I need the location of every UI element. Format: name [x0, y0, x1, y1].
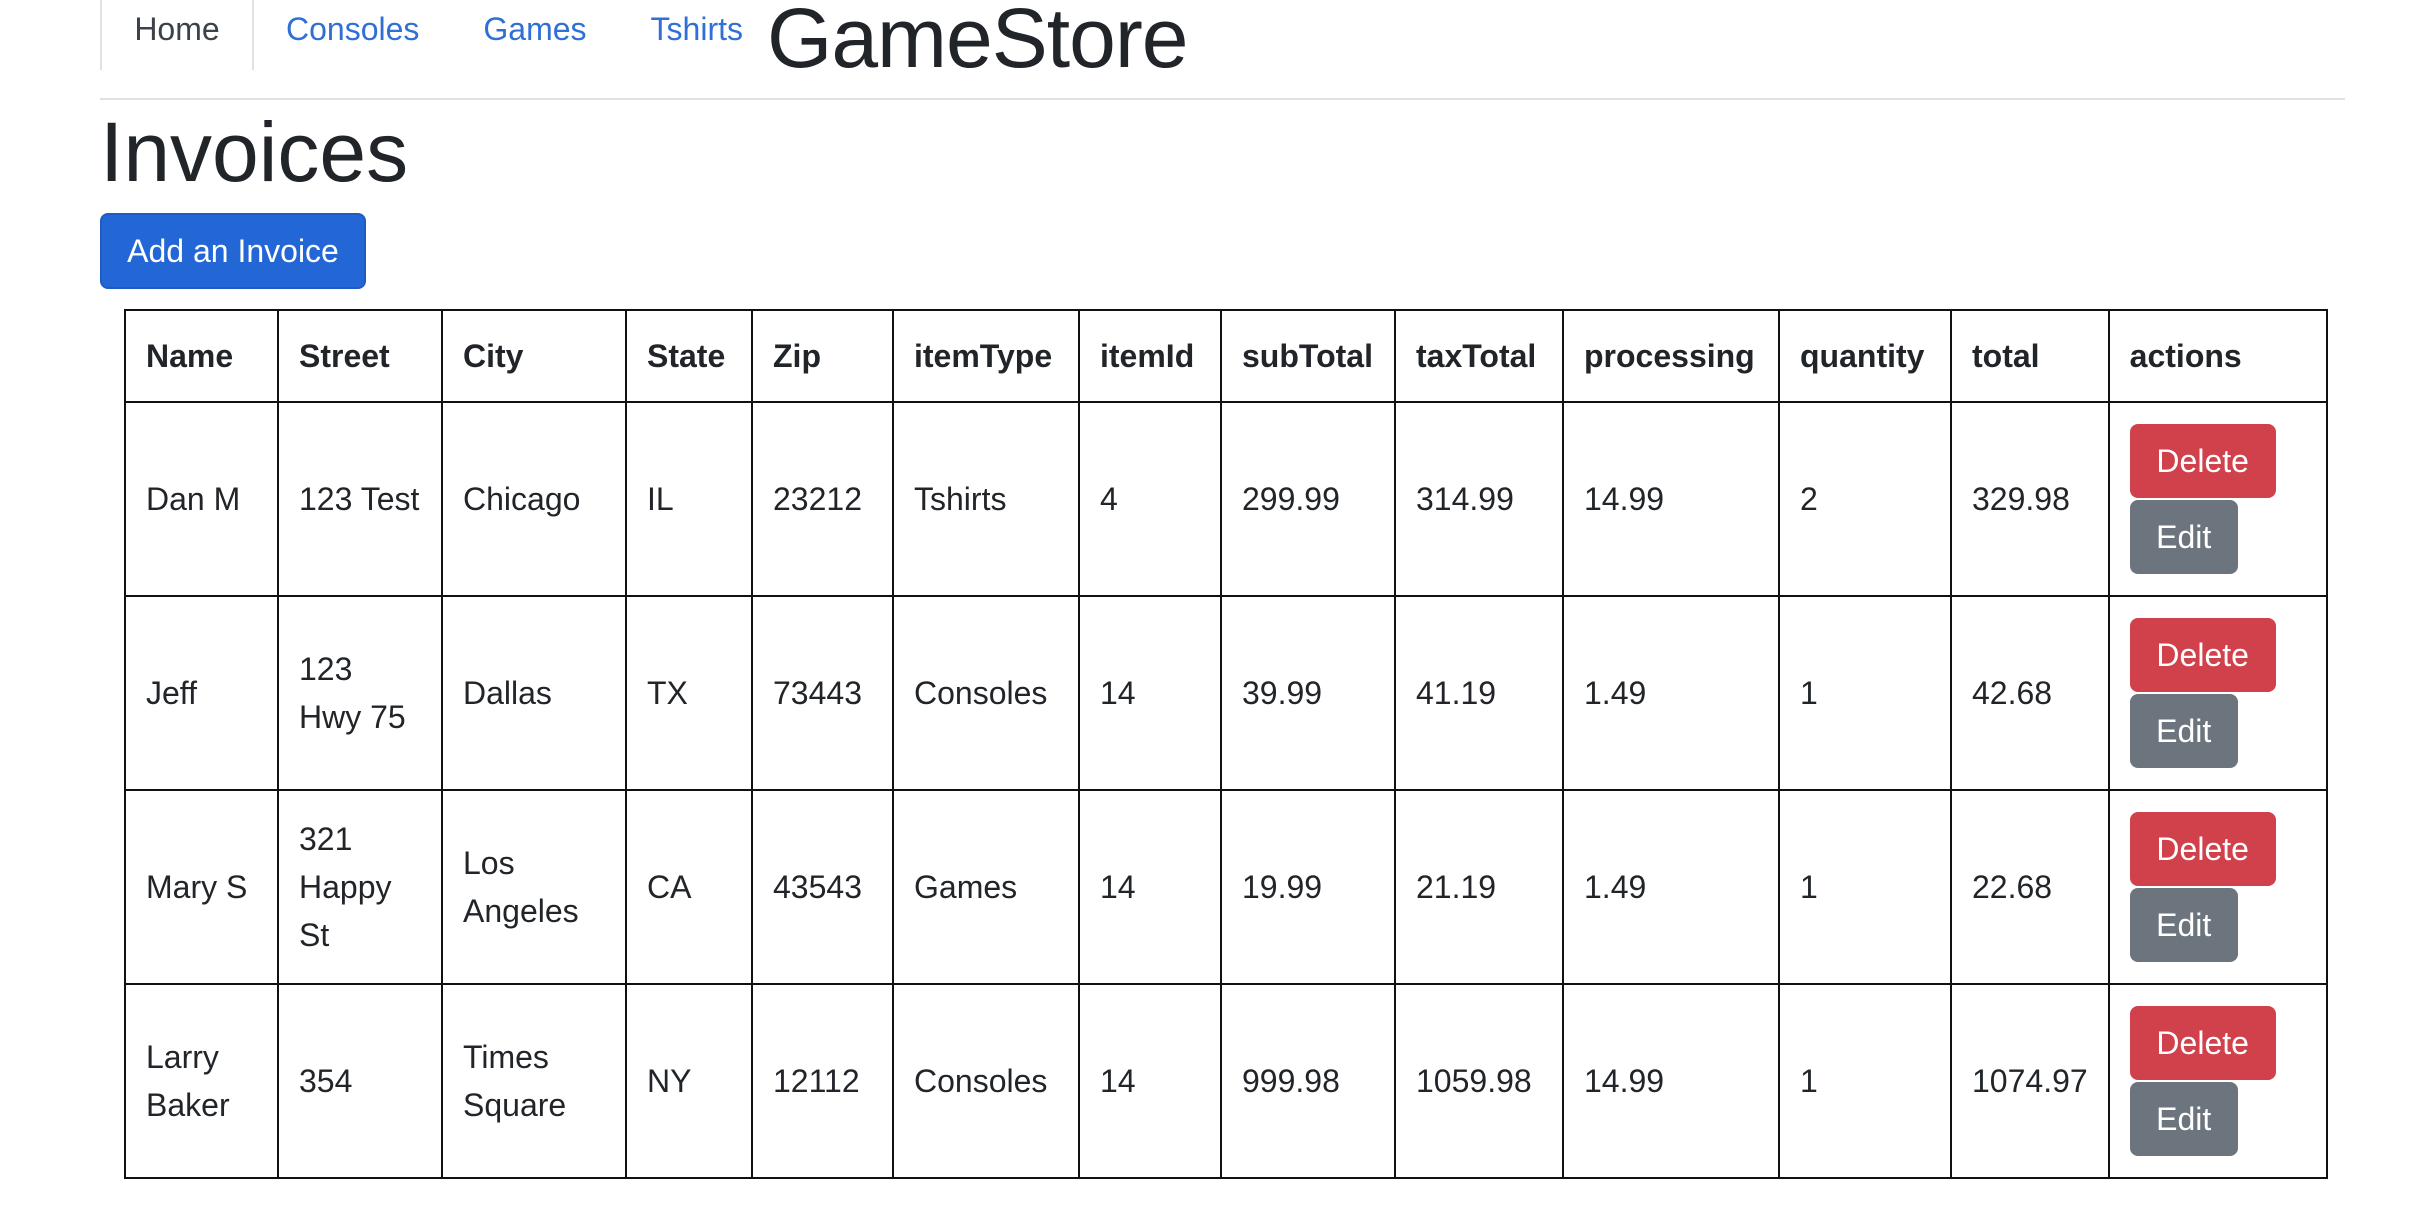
cell-state: IL [625, 401, 753, 597]
cell-state: CA [625, 789, 753, 985]
tab-home[interactable]: Home [100, 0, 254, 70]
edit-button[interactable]: Edit [2129, 1082, 2238, 1156]
cell-item-id: 14 [1078, 595, 1222, 791]
cell-processing: 1.49 [1562, 789, 1780, 985]
delete-button[interactable]: Delete [2129, 424, 2276, 498]
column-header-city: City [441, 309, 627, 403]
column-header-street: Street [277, 309, 443, 403]
tab-consoles[interactable]: Consoles [286, 11, 420, 47]
cell-subtotal: 999.98 [1220, 983, 1396, 1179]
column-header-actions: actions [2107, 309, 2328, 403]
cell-tax-total: 21.19 [1394, 789, 1564, 985]
cell-item-type: Consoles [892, 595, 1080, 791]
column-header-item-type: itemType [892, 309, 1080, 403]
edit-button[interactable]: Edit [2129, 694, 2238, 768]
tab-games[interactable]: Games [483, 11, 587, 47]
cell-total: 329.98 [1950, 401, 2110, 597]
column-header-processing: processing [1562, 309, 1780, 403]
cell-item-type: Tshirts [892, 401, 1080, 597]
invoices-table: Name Street City State Zip itemType item… [124, 309, 2328, 1179]
cell-street: 321 Happy St [277, 789, 443, 985]
cell-street: 123 Test [277, 401, 443, 597]
edit-button[interactable]: Edit [2129, 888, 2238, 962]
cell-name: Larry Baker [124, 983, 279, 1179]
cell-processing: 14.99 [1562, 983, 1780, 1179]
table-header-row: Name Street City State Zip itemType item… [124, 309, 2328, 403]
page-title: Invoices [100, 105, 409, 199]
cell-processing: 14.99 [1562, 401, 1780, 597]
cell-actions: Delete Edit [2107, 401, 2328, 597]
top-nav: Home Consoles Games Tshirts GameStore [100, 0, 2345, 100]
cell-item-id: 4 [1078, 401, 1222, 597]
cell-tax-total: 1059.98 [1394, 983, 1564, 1179]
cell-city: Los Angeles [441, 789, 627, 985]
cell-zip: 12112 [751, 983, 894, 1179]
cell-city: Times Square [441, 983, 627, 1179]
delete-button[interactable]: Delete [2129, 618, 2276, 692]
cell-quantity: 1 [1778, 789, 1952, 985]
cell-name: Mary S [124, 789, 279, 985]
brand-title: GameStore [767, 0, 1189, 85]
cell-zip: 43543 [751, 789, 894, 985]
cell-item-type: Consoles [892, 983, 1080, 1179]
column-header-total: total [1950, 309, 2110, 403]
cell-city: Dallas [441, 595, 627, 791]
cell-actions: Delete Edit [2107, 789, 2328, 985]
cell-item-id: 14 [1078, 983, 1222, 1179]
cell-zip: 23212 [751, 401, 894, 597]
cell-state: TX [625, 595, 753, 791]
column-header-tax-total: taxTotal [1394, 309, 1564, 403]
tab-tshirts[interactable]: Tshirts [650, 11, 743, 47]
delete-button[interactable]: Delete [2129, 1006, 2276, 1080]
cell-total: 42.68 [1950, 595, 2110, 791]
cell-street: 354 [277, 983, 443, 1179]
cell-street: 123 Hwy 75 [277, 595, 443, 791]
delete-button[interactable]: Delete [2129, 812, 2276, 886]
table-row: Dan M 123 Test Chicago IL 23212 Tshirts … [124, 401, 2328, 597]
cell-quantity: 1 [1778, 983, 1952, 1179]
edit-button[interactable]: Edit [2129, 500, 2238, 574]
cell-name: Jeff [124, 595, 279, 791]
table-row: Larry Baker 354 Times Square NY 12112 Co… [124, 983, 2328, 1179]
cell-tax-total: 314.99 [1394, 401, 1564, 597]
table-row: Mary S 321 Happy St Los Angeles CA 43543… [124, 789, 2328, 985]
cell-actions: Delete Edit [2107, 595, 2328, 791]
column-header-quantity: quantity [1778, 309, 1952, 403]
cell-state: NY [625, 983, 753, 1179]
cell-processing: 1.49 [1562, 595, 1780, 791]
cell-tax-total: 41.19 [1394, 595, 1564, 791]
cell-zip: 73443 [751, 595, 894, 791]
table-row: Jeff 123 Hwy 75 Dallas TX 73443 Consoles… [124, 595, 2328, 791]
cell-quantity: 2 [1778, 401, 1952, 597]
cell-city: Chicago [441, 401, 627, 597]
cell-subtotal: 39.99 [1220, 595, 1396, 791]
cell-actions: Delete Edit [2107, 983, 2328, 1179]
column-header-item-id: itemId [1078, 309, 1222, 403]
column-header-state: State [625, 309, 753, 403]
column-header-subtotal: subTotal [1220, 309, 1396, 403]
cell-quantity: 1 [1778, 595, 1952, 791]
cell-subtotal: 299.99 [1220, 401, 1396, 597]
cell-item-type: Games [892, 789, 1080, 985]
add-invoice-button[interactable]: Add an Invoice [100, 213, 366, 289]
column-header-zip: Zip [751, 309, 894, 403]
cell-subtotal: 19.99 [1220, 789, 1396, 985]
cell-total: 1074.97 [1950, 983, 2110, 1179]
column-header-name: Name [124, 309, 279, 403]
cell-item-id: 14 [1078, 789, 1222, 985]
cell-total: 22.68 [1950, 789, 2110, 985]
cell-name: Dan M [124, 401, 279, 597]
